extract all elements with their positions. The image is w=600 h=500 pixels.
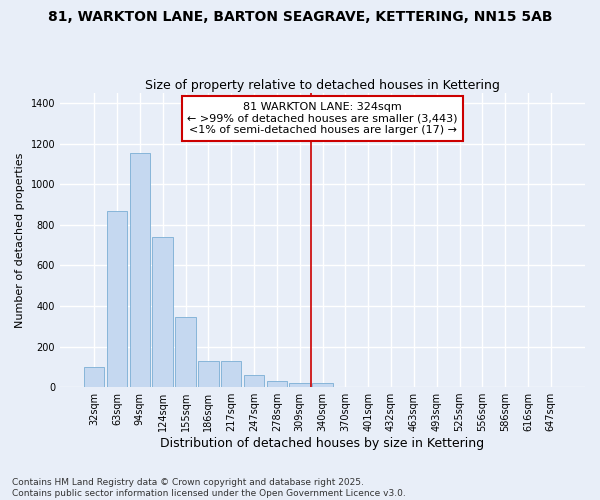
- Bar: [312, 383, 333, 387]
- Bar: [221, 360, 241, 387]
- Title: Size of property relative to detached houses in Kettering: Size of property relative to detached ho…: [145, 79, 500, 92]
- X-axis label: Distribution of detached houses by size in Kettering: Distribution of detached houses by size …: [160, 437, 485, 450]
- Bar: [289, 383, 310, 387]
- Text: 81 WARKTON LANE: 324sqm
← >99% of detached houses are smaller (3,443)
<1% of sem: 81 WARKTON LANE: 324sqm ← >99% of detach…: [187, 102, 458, 135]
- Bar: [198, 360, 218, 387]
- Bar: [152, 237, 173, 387]
- Bar: [107, 210, 127, 387]
- Bar: [130, 153, 150, 387]
- Bar: [244, 375, 264, 387]
- Y-axis label: Number of detached properties: Number of detached properties: [15, 152, 25, 328]
- Text: 81, WARKTON LANE, BARTON SEAGRAVE, KETTERING, NN15 5AB: 81, WARKTON LANE, BARTON SEAGRAVE, KETTE…: [48, 10, 552, 24]
- Bar: [84, 367, 104, 387]
- Bar: [175, 317, 196, 387]
- Text: Contains HM Land Registry data © Crown copyright and database right 2025.
Contai: Contains HM Land Registry data © Crown c…: [12, 478, 406, 498]
- Bar: [266, 381, 287, 387]
